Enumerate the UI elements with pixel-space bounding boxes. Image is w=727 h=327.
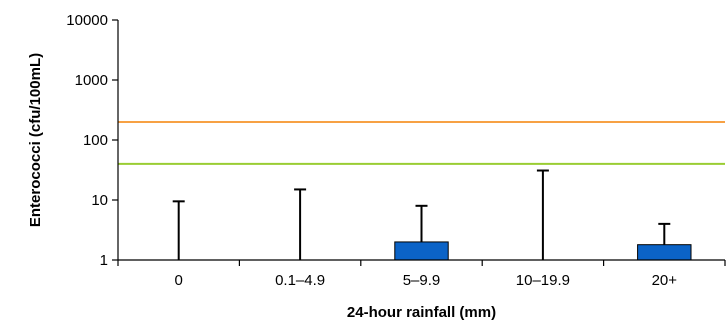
bar-4 <box>637 244 692 261</box>
x-axis-title: 24-hour rainfall (mm) <box>347 304 496 321</box>
error-bars <box>172 169 671 260</box>
x-tick-label: 5–9.9 <box>403 272 441 289</box>
y-tick-label: 100 <box>83 132 108 149</box>
reference-lines <box>118 120 725 165</box>
x-axis-ticks: 0 0.1–4.9 5–9.9 10–19.9 20+ <box>117 260 726 289</box>
x-tick-label: 0 <box>175 272 183 289</box>
bars <box>394 241 692 261</box>
x-tick-label: 10–19.9 <box>516 272 570 289</box>
y-axis-ticks: 1 10 100 1000 10000 <box>66 12 118 269</box>
bar-2 <box>394 241 449 261</box>
x-tick-label: 0.1–4.9 <box>275 272 325 289</box>
x-tick-label: 20+ <box>652 272 678 289</box>
y-tick-label: 1 <box>100 252 108 269</box>
y-tick-label: 1000 <box>75 72 108 89</box>
y-tick-label: 10 <box>91 192 108 209</box>
y-tick-label: 10000 <box>66 12 108 29</box>
y-axis-title: Enterococci (cfu/100mL) <box>27 53 44 227</box>
